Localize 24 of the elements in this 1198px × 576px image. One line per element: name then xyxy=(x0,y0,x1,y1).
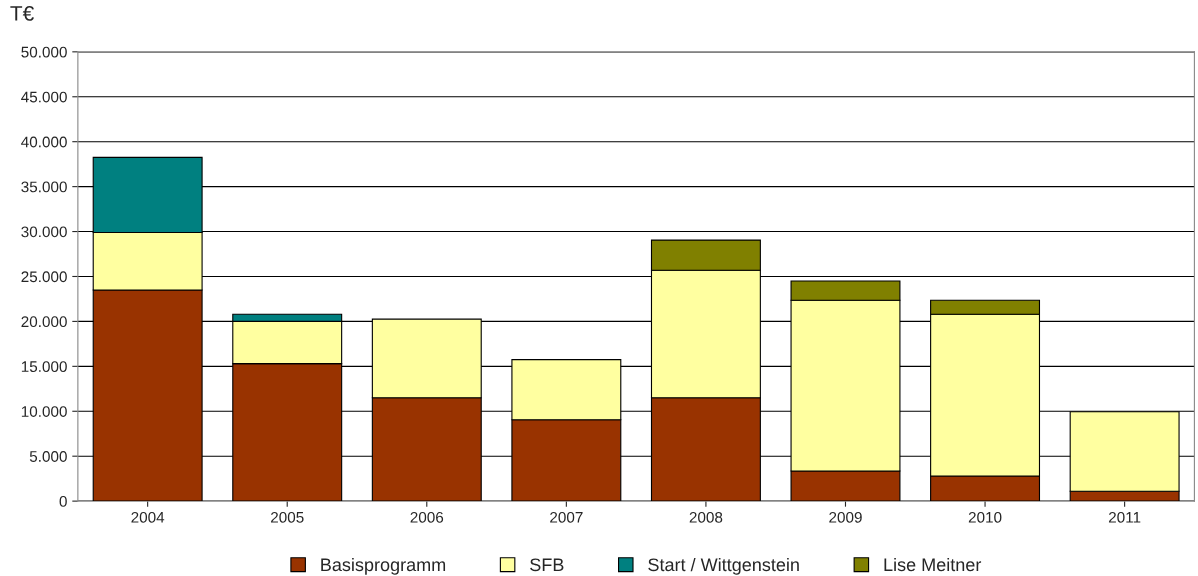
y-tick-label: 35.000 xyxy=(21,181,67,193)
y-tick-label: 10.000 xyxy=(21,406,67,417)
legend-label: Basisprogramm xyxy=(321,557,446,575)
y-tick-label: 5.000 xyxy=(29,451,67,462)
x-tick-label: 2008 xyxy=(689,511,723,523)
y-axis-title: T€ xyxy=(10,6,34,21)
y-tick-label: 40.000 xyxy=(21,136,67,148)
y-tick-label: 0 xyxy=(59,495,67,507)
x-tick-label: 2010 xyxy=(968,511,1002,523)
y-tick-label: 50.000 xyxy=(21,46,67,58)
x-tick-label: 2004 xyxy=(131,511,165,523)
y-tick-label: 30.000 xyxy=(21,226,67,238)
x-tick-label: 2006 xyxy=(410,511,444,523)
x-tick-label: 2007 xyxy=(550,511,583,523)
x-tick-label: 2009 xyxy=(829,511,862,523)
legend-label: SFB xyxy=(530,558,564,572)
x-tick-label: 2011 xyxy=(1108,511,1141,523)
y-tick-label: 25.000 xyxy=(21,271,67,283)
y-tick-label: 45.000 xyxy=(21,91,67,103)
legend-label: Start / Wittgenstein xyxy=(648,557,799,575)
legend-label: Lise Meitner xyxy=(884,557,982,572)
y-tick-label: 20.000 xyxy=(21,316,67,328)
y-tick-label: 15.000 xyxy=(21,361,67,373)
x-tick-label: 2005 xyxy=(271,511,304,523)
